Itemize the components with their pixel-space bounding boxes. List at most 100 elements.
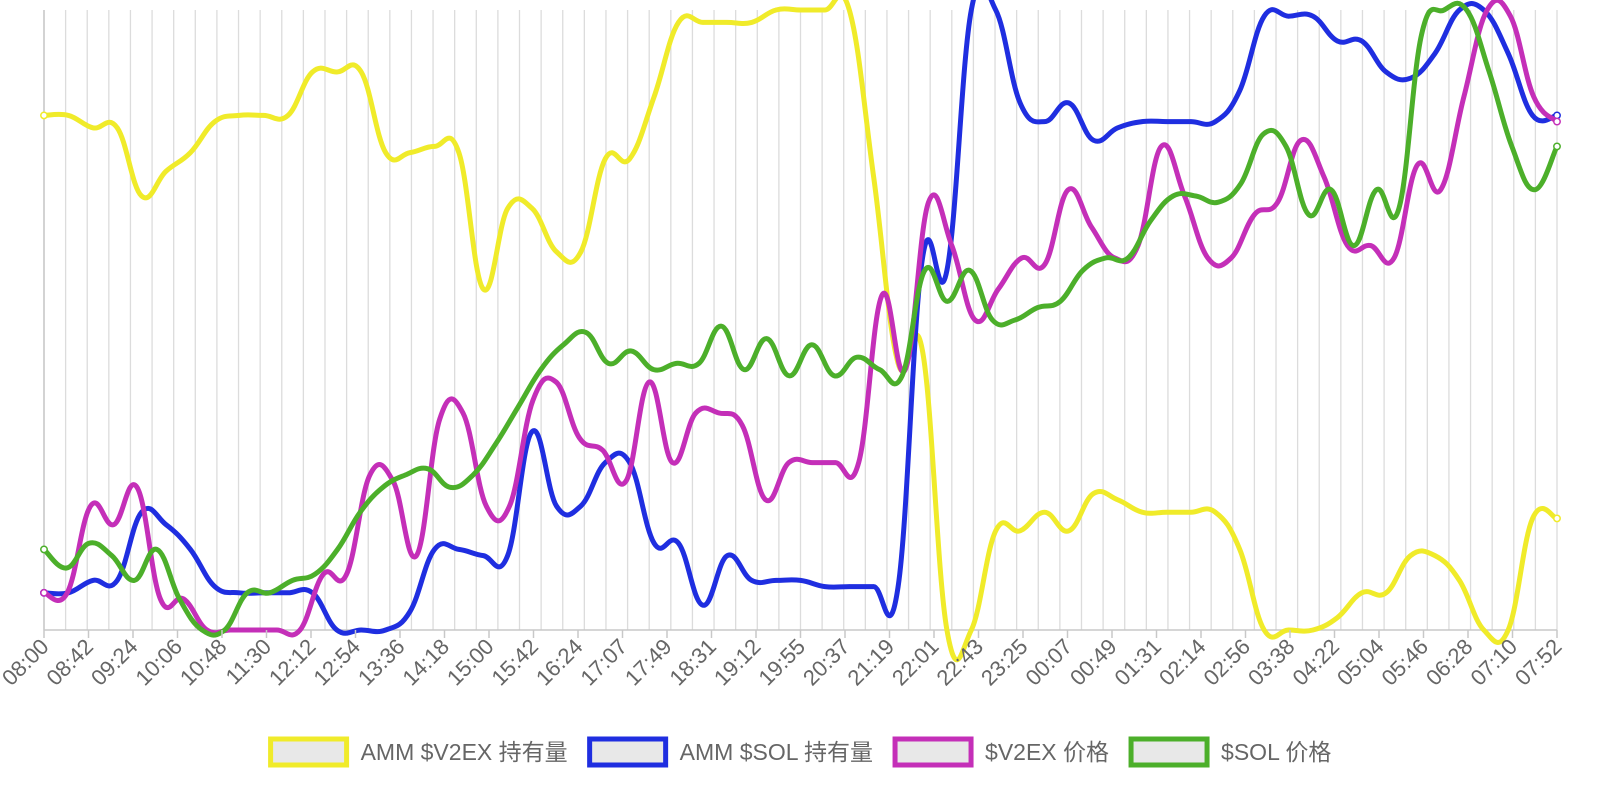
data-point[interactable] — [109, 553, 114, 558]
data-point[interactable] — [251, 627, 256, 633]
data-point[interactable] — [132, 578, 137, 583]
data-point[interactable] — [359, 627, 364, 633]
data-point[interactable] — [90, 578, 96, 583]
data-point[interactable] — [922, 268, 927, 273]
data-point[interactable] — [237, 113, 242, 118]
data-point[interactable] — [505, 553, 510, 558]
data-point[interactable] — [603, 460, 608, 465]
data-point[interactable] — [833, 460, 838, 465]
data-point[interactable] — [154, 547, 160, 552]
data-point[interactable] — [1237, 88, 1242, 93]
data-point[interactable] — [530, 398, 536, 403]
data-point[interactable] — [877, 367, 882, 372]
data-point[interactable] — [115, 578, 120, 583]
data-point[interactable] — [993, 7, 998, 13]
data-point[interactable] — [1487, 69, 1492, 75]
data-point[interactable] — [1012, 317, 1018, 323]
data-point[interactable] — [740, 423, 745, 428]
data-point[interactable] — [1553, 117, 1561, 126]
data-point[interactable] — [407, 609, 413, 614]
data-point[interactable] — [1461, 94, 1467, 100]
data-point[interactable] — [1139, 510, 1145, 515]
data-point[interactable] — [651, 367, 656, 372]
data-point[interactable] — [949, 243, 954, 248]
data-point[interactable] — [1351, 243, 1356, 248]
data-point[interactable] — [407, 150, 413, 155]
data-point[interactable] — [1103, 255, 1108, 261]
data-point[interactable] — [1115, 497, 1120, 502]
data-point[interactable] — [561, 342, 566, 347]
data-point[interactable] — [623, 479, 629, 484]
data-point[interactable] — [481, 286, 486, 292]
data-point[interactable] — [1252, 212, 1257, 217]
data-point[interactable] — [448, 485, 453, 490]
data-point[interactable] — [163, 522, 169, 527]
data-point[interactable] — [554, 249, 559, 254]
data-point[interactable] — [383, 627, 388, 633]
data-point[interactable] — [321, 572, 326, 577]
data-point[interactable] — [578, 503, 584, 509]
data-point[interactable] — [484, 503, 489, 509]
data-point[interactable] — [285, 590, 291, 595]
data-point[interactable] — [1509, 144, 1515, 149]
data-point[interactable] — [822, 7, 828, 13]
data-point[interactable] — [832, 373, 837, 378]
data-point[interactable] — [786, 460, 792, 465]
data-point[interactable] — [1261, 14, 1267, 19]
data-point[interactable] — [749, 578, 754, 583]
data-point[interactable] — [64, 565, 69, 571]
data-point[interactable] — [1238, 181, 1244, 186]
data-point[interactable] — [809, 460, 815, 465]
data-point[interactable] — [1396, 206, 1402, 211]
data-point[interactable] — [1530, 113, 1535, 118]
data-point[interactable] — [115, 125, 120, 130]
data-point[interactable] — [944, 627, 950, 633]
data-point[interactable] — [603, 156, 608, 161]
data-point[interactable] — [1419, 32, 1424, 37]
data-point[interactable] — [1159, 144, 1164, 149]
data-point[interactable] — [606, 361, 611, 366]
data-point[interactable] — [1091, 491, 1096, 496]
data-point[interactable] — [245, 590, 250, 595]
data-point[interactable] — [847, 7, 852, 13]
data-point[interactable] — [895, 584, 901, 589]
legend-item[interactable]: AMM $V2EX 持有量 — [268, 736, 568, 768]
data-point[interactable] — [310, 69, 315, 75]
data-point[interactable] — [1383, 69, 1389, 75]
data-point[interactable] — [1298, 138, 1304, 143]
data-point[interactable] — [967, 268, 973, 273]
data-point[interactable] — [425, 466, 431, 471]
data-point[interactable] — [944, 268, 950, 273]
data-point[interactable] — [493, 441, 498, 447]
data-point[interactable] — [854, 355, 860, 360]
data-point[interactable] — [1091, 138, 1096, 143]
data-point[interactable] — [1359, 590, 1364, 595]
legend-item[interactable]: $SOL 价格 — [1128, 736, 1331, 768]
data-point[interactable] — [1261, 627, 1267, 633]
data-point[interactable] — [1438, 187, 1443, 192]
data-point[interactable] — [1089, 224, 1094, 230]
data-point[interactable] — [163, 169, 169, 174]
data-point[interactable] — [1115, 125, 1120, 130]
data-point[interactable] — [651, 541, 657, 546]
data-point[interactable] — [725, 553, 730, 558]
data-point[interactable] — [1066, 528, 1072, 533]
data-point[interactable] — [267, 590, 273, 595]
data-point[interactable] — [40, 545, 48, 554]
data-point[interactable] — [432, 144, 437, 149]
data-point[interactable] — [1432, 553, 1438, 558]
data-point[interactable] — [456, 150, 462, 155]
data-point[interactable] — [700, 603, 706, 608]
data-point[interactable] — [1275, 200, 1280, 205]
data-point[interactable] — [856, 460, 861, 465]
data-point[interactable] — [297, 627, 303, 633]
data-point[interactable] — [1057, 299, 1063, 304]
data-point[interactable] — [432, 547, 437, 552]
data-point[interactable] — [111, 522, 117, 527]
data-point[interactable] — [696, 361, 702, 366]
data-point[interactable] — [1188, 510, 1194, 515]
data-point[interactable] — [86, 541, 92, 546]
data-point[interactable] — [1019, 255, 1024, 261]
data-point[interactable] — [380, 485, 385, 490]
data-point[interactable] — [1457, 7, 1462, 13]
